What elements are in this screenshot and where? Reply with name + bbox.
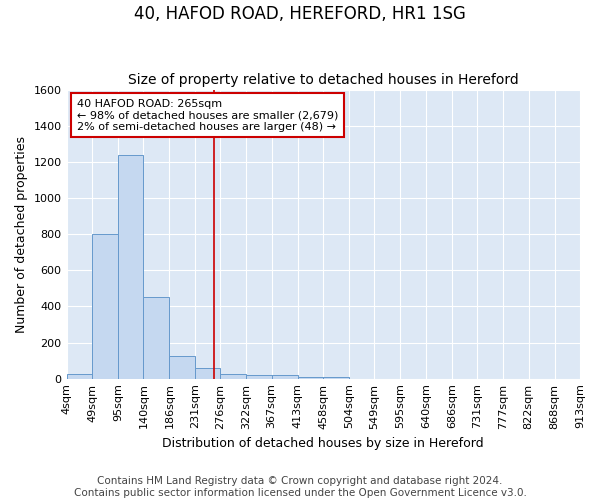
Title: Size of property relative to detached houses in Hereford: Size of property relative to detached ho… [128,73,518,87]
Bar [195,368,220,378]
Bar [143,298,169,378]
Bar [92,234,118,378]
Bar [118,154,143,378]
Text: 40, HAFOD ROAD, HEREFORD, HR1 1SG: 40, HAFOD ROAD, HEREFORD, HR1 1SG [134,5,466,23]
Text: 40 HAFOD ROAD: 265sqm
← 98% of detached houses are smaller (2,679)
2% of semi-de: 40 HAFOD ROAD: 265sqm ← 98% of detached … [77,98,338,132]
Bar [272,375,298,378]
Bar [169,356,195,378]
Text: Contains HM Land Registry data © Crown copyright and database right 2024.
Contai: Contains HM Land Registry data © Crown c… [74,476,526,498]
Bar [298,377,323,378]
Bar [323,377,349,378]
Bar [67,374,92,378]
Bar [246,374,272,378]
Bar [220,374,246,378]
Y-axis label: Number of detached properties: Number of detached properties [15,136,28,332]
X-axis label: Distribution of detached houses by size in Hereford: Distribution of detached houses by size … [163,437,484,450]
